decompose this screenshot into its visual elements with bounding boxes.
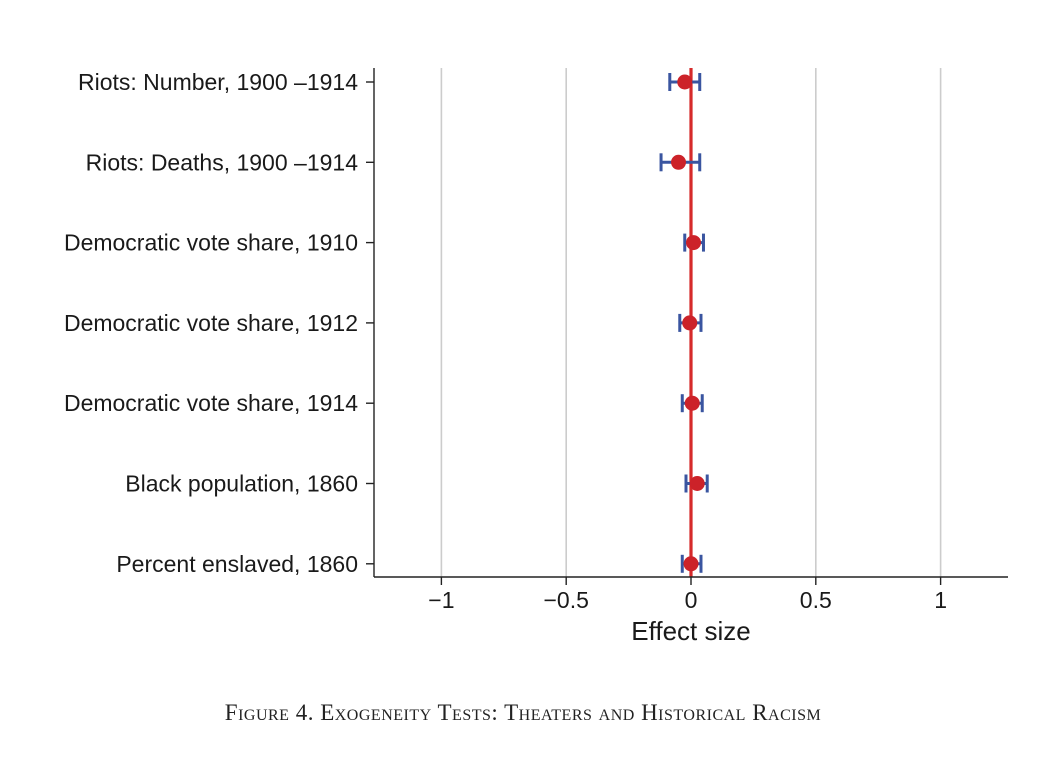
x-axis-title: Effect size [631, 616, 750, 646]
category-label: Percent enslaved, 1860 [116, 551, 358, 577]
category-label: Democratic vote share, 1910 [64, 230, 358, 256]
x-tick-label: 0.5 [800, 587, 832, 613]
point-estimate [684, 395, 700, 411]
data-marks [659, 73, 709, 573]
point-estimate [685, 235, 701, 251]
category-label: Democratic vote share, 1912 [64, 310, 358, 336]
category-label: Black population, 1860 [125, 471, 358, 497]
category-label: Riots: Deaths, 1900 –1914 [86, 149, 359, 175]
point-estimate [682, 315, 698, 331]
point-estimate [689, 476, 705, 491]
x-tick-labels: −1 −0.5 0 0.5 1 [428, 587, 947, 613]
category-label: Riots: Number, 1900 –1914 [78, 69, 358, 95]
axis-ticks [366, 81, 942, 585]
grid-lines [440, 68, 942, 577]
figure-caption: Figure 4. Exogeneity Tests: Theaters and… [224, 700, 822, 725]
x-tick-label: −1 [428, 587, 454, 613]
x-tick-label: 0 [685, 587, 698, 613]
category-labels: Riots: Number, 1900 –1914 Riots: Deaths, … [64, 69, 358, 577]
coefficient-plot: Riots: Number, 1900 –1914 Riots: Deaths, … [64, 68, 1008, 646]
x-tick-label: −0.5 [543, 587, 588, 613]
point-estimate [671, 154, 687, 170]
point-estimate [683, 556, 699, 572]
x-tick-label: 1 [934, 587, 947, 613]
point-estimate [677, 74, 693, 90]
category-label: Democratic vote share, 1914 [64, 390, 358, 416]
